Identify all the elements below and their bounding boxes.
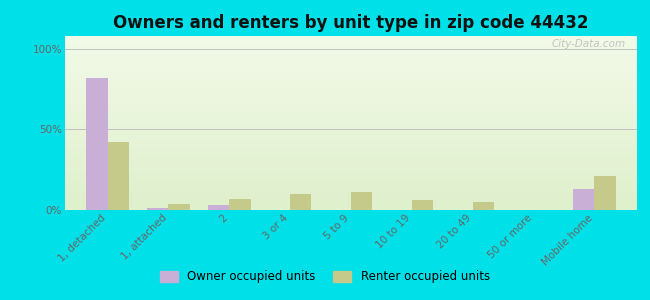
Title: Owners and renters by unit type in zip code 44432: Owners and renters by unit type in zip c… [113, 14, 589, 32]
Text: City-Data.com: City-Data.com [551, 40, 625, 50]
Bar [412, 200, 433, 210]
Bar [86, 78, 108, 210]
Bar [473, 202, 494, 210]
Bar [351, 192, 372, 210]
Bar [229, 199, 251, 210]
Bar [594, 176, 616, 210]
Bar [573, 189, 594, 210]
Bar [208, 205, 229, 210]
Bar [168, 204, 190, 210]
Bar [147, 208, 168, 210]
Bar [108, 142, 129, 210]
Legend: Owner occupied units, Renter occupied units: Owner occupied units, Renter occupied un… [155, 266, 495, 288]
Bar [290, 194, 311, 210]
